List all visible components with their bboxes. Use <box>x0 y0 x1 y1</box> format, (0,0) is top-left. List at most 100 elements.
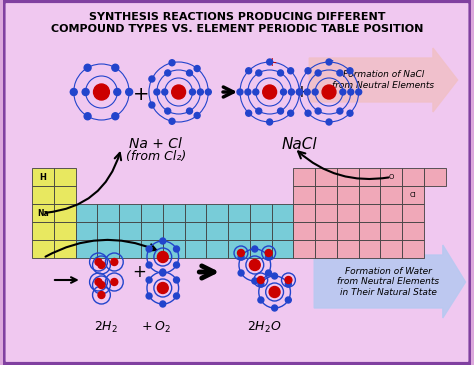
Text: (from Cl₂): (from Cl₂) <box>126 150 186 163</box>
Bar <box>206 222 228 240</box>
Bar <box>337 222 359 240</box>
Bar <box>337 168 359 186</box>
Text: +: + <box>266 55 277 69</box>
Circle shape <box>326 59 332 65</box>
Circle shape <box>169 60 175 66</box>
Bar <box>359 204 381 222</box>
Bar <box>402 222 424 240</box>
Bar <box>315 204 337 222</box>
Circle shape <box>84 64 91 71</box>
Bar <box>359 240 381 258</box>
Bar <box>293 204 315 222</box>
Circle shape <box>187 108 192 114</box>
Circle shape <box>194 66 200 72</box>
Bar <box>32 168 54 186</box>
Circle shape <box>288 68 293 74</box>
Circle shape <box>246 68 252 74</box>
FancyBboxPatch shape <box>3 1 471 364</box>
Circle shape <box>263 85 276 99</box>
Circle shape <box>249 260 260 270</box>
Bar <box>228 222 250 240</box>
Circle shape <box>111 278 118 285</box>
Bar <box>76 222 98 240</box>
Circle shape <box>285 281 292 287</box>
Bar <box>272 222 293 240</box>
Bar <box>32 240 54 258</box>
Bar <box>250 222 272 240</box>
Bar <box>315 240 337 258</box>
Bar <box>424 168 446 186</box>
Circle shape <box>340 89 346 95</box>
Bar <box>402 168 424 186</box>
Text: Formation of NaCl
from Neutral Elements: Formation of NaCl from Neutral Elements <box>332 70 435 90</box>
Bar <box>163 240 184 258</box>
Circle shape <box>289 89 294 95</box>
FancyArrowPatch shape <box>46 153 121 213</box>
Circle shape <box>347 110 353 116</box>
Bar <box>206 240 228 258</box>
Circle shape <box>272 305 278 311</box>
Bar <box>119 204 141 222</box>
Circle shape <box>285 297 292 303</box>
Circle shape <box>165 70 171 76</box>
FancyArrowPatch shape <box>298 151 389 179</box>
Circle shape <box>173 293 180 299</box>
Text: -: - <box>328 55 333 69</box>
Circle shape <box>288 110 293 116</box>
Circle shape <box>315 70 321 76</box>
Bar <box>228 204 250 222</box>
Text: Na: Na <box>37 208 49 218</box>
Circle shape <box>326 119 332 125</box>
Circle shape <box>258 297 264 303</box>
Bar <box>54 204 76 222</box>
Circle shape <box>173 277 180 283</box>
Bar <box>381 222 402 240</box>
Circle shape <box>172 85 185 99</box>
Circle shape <box>267 119 273 125</box>
Circle shape <box>173 262 180 268</box>
Circle shape <box>157 251 168 262</box>
Bar <box>359 168 381 186</box>
Text: +: + <box>133 85 149 104</box>
Text: O: O <box>389 174 394 180</box>
Bar <box>337 240 359 258</box>
Text: $2H_2O$: $2H_2O$ <box>247 320 282 335</box>
Bar <box>119 222 141 240</box>
Bar <box>98 240 119 258</box>
Circle shape <box>198 89 203 95</box>
Bar <box>54 186 76 204</box>
Circle shape <box>238 254 244 260</box>
Bar <box>381 240 402 258</box>
Circle shape <box>238 270 244 276</box>
Circle shape <box>278 108 283 114</box>
Circle shape <box>98 261 105 269</box>
Bar <box>315 222 337 240</box>
Circle shape <box>95 278 102 285</box>
Circle shape <box>305 68 311 74</box>
Circle shape <box>190 89 195 95</box>
Circle shape <box>315 108 321 114</box>
Bar <box>163 204 184 222</box>
Bar <box>54 168 76 186</box>
Bar <box>293 240 315 258</box>
Bar <box>315 168 337 186</box>
Circle shape <box>252 246 258 252</box>
Circle shape <box>245 89 251 95</box>
Circle shape <box>112 113 119 120</box>
Bar <box>184 204 206 222</box>
Text: SYNTHESIS REACTIONS PRODUCING DIFFERENT: SYNTHESIS REACTIONS PRODUCING DIFFERENT <box>89 12 385 22</box>
Bar <box>381 204 402 222</box>
Bar <box>119 240 141 258</box>
Bar <box>32 204 54 222</box>
Circle shape <box>312 89 318 95</box>
Circle shape <box>194 112 200 119</box>
Bar <box>76 204 98 222</box>
Bar <box>337 204 359 222</box>
Circle shape <box>322 85 336 99</box>
Circle shape <box>237 250 245 257</box>
Polygon shape <box>314 245 465 318</box>
Bar <box>293 222 315 240</box>
Bar <box>54 240 76 258</box>
Circle shape <box>169 118 175 124</box>
Bar <box>293 186 315 204</box>
